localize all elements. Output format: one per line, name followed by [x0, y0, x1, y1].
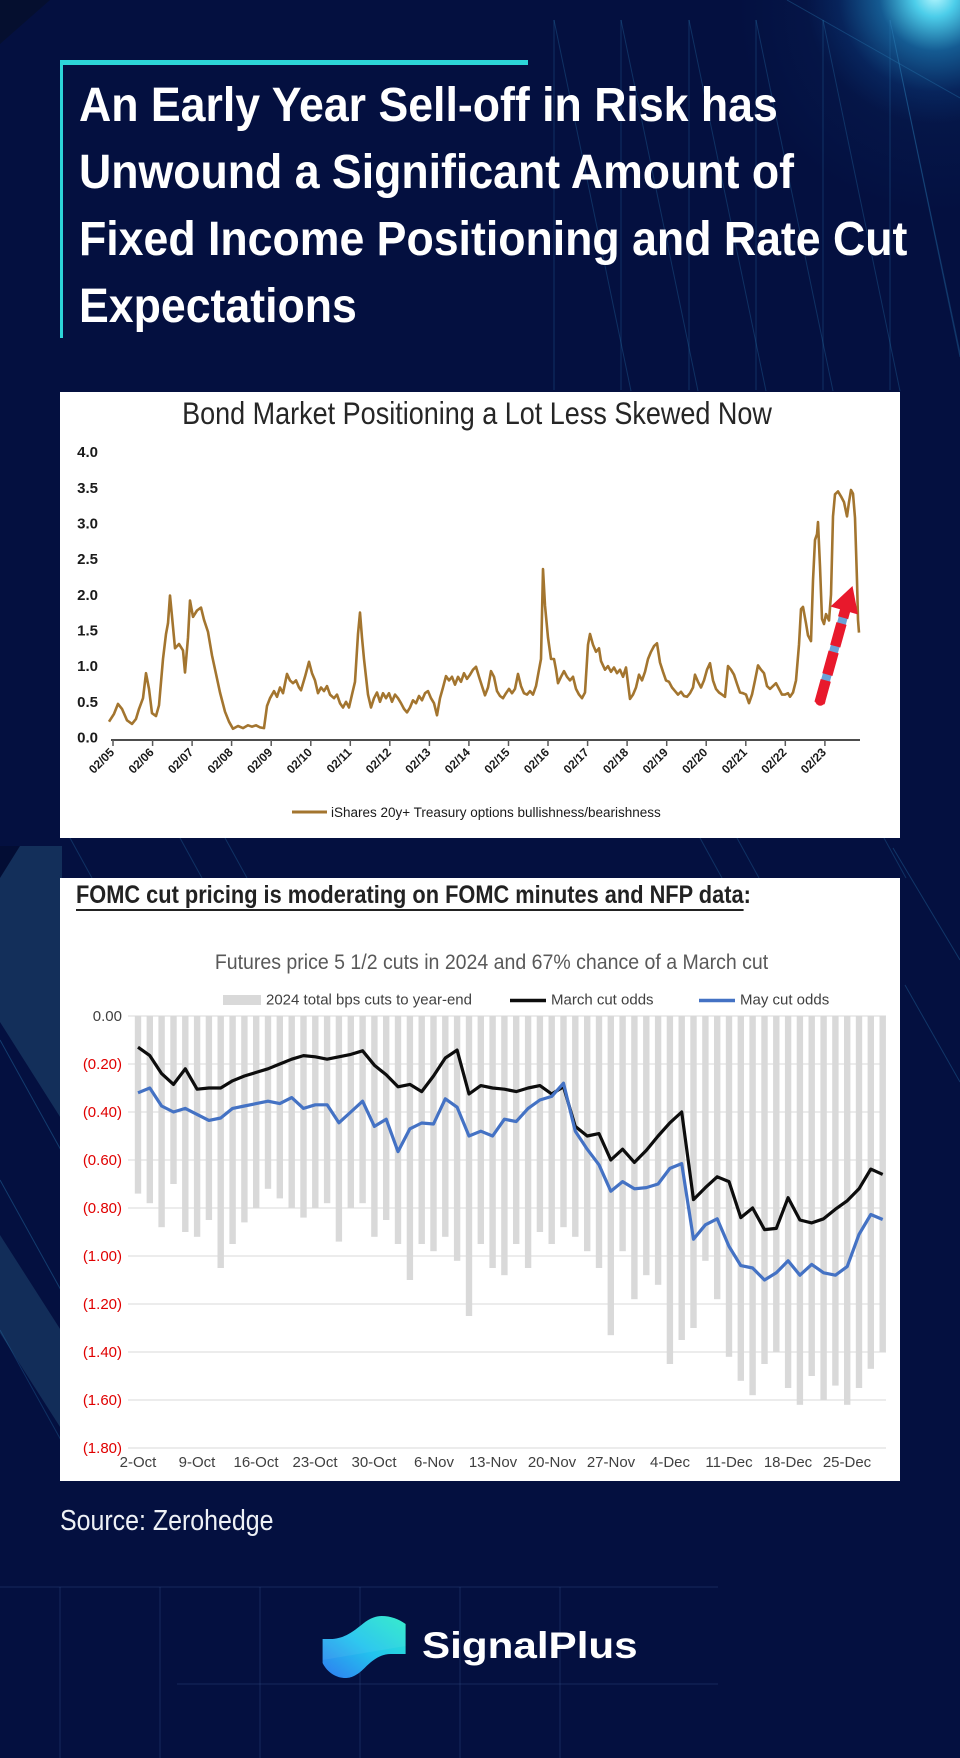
svg-text:02/13: 02/13 — [402, 745, 433, 776]
svg-text:(1.80): (1.80) — [83, 1440, 122, 1457]
svg-text:0.00: 0.00 — [93, 1008, 122, 1025]
svg-text:0.0: 0.0 — [77, 729, 98, 746]
svg-text:02/15: 02/15 — [481, 745, 512, 776]
svg-text:(1.20): (1.20) — [83, 1296, 122, 1313]
svg-text:02/10: 02/10 — [284, 745, 315, 776]
svg-text:2.0: 2.0 — [77, 587, 98, 604]
svg-text:(0.60): (0.60) — [83, 1152, 122, 1169]
svg-text:4.0: 4.0 — [77, 444, 98, 461]
svg-text:20-Nov: 20-Nov — [528, 1454, 577, 1471]
svg-text:02/16: 02/16 — [521, 745, 552, 776]
svg-text:13-Nov: 13-Nov — [469, 1454, 518, 1471]
svg-text:02/06: 02/06 — [126, 745, 157, 776]
svg-text:02/12: 02/12 — [363, 745, 394, 776]
svg-text:16-Oct: 16-Oct — [233, 1454, 279, 1471]
svg-text:2024 total bps cuts to year-en: 2024 total bps cuts to year-end — [266, 992, 472, 1009]
svg-text:02/14: 02/14 — [442, 745, 473, 776]
svg-text:May cut odds: May cut odds — [740, 992, 829, 1009]
svg-text:23-Oct: 23-Oct — [292, 1454, 338, 1471]
svg-text:4-Dec: 4-Dec — [650, 1454, 691, 1471]
svg-text:02/17: 02/17 — [561, 745, 592, 776]
svg-text:3.0: 3.0 — [77, 516, 98, 533]
svg-text:30-Oct: 30-Oct — [351, 1454, 397, 1471]
svg-text:02/07: 02/07 — [165, 745, 196, 776]
svg-text:25-Dec: 25-Dec — [823, 1454, 872, 1471]
svg-text:(1.00): (1.00) — [83, 1248, 122, 1265]
svg-text:2.5: 2.5 — [77, 551, 98, 568]
svg-text:1.0: 1.0 — [77, 658, 98, 675]
svg-text:02/05: 02/05 — [86, 745, 117, 776]
svg-text:iShares 20y+ Treasury options: iShares 20y+ Treasury options bullishnes… — [331, 805, 661, 820]
svg-text:02/08: 02/08 — [205, 745, 236, 776]
svg-text:3.5: 3.5 — [77, 480, 98, 497]
svg-text:(0.20): (0.20) — [83, 1056, 122, 1073]
svg-text:1.5: 1.5 — [77, 623, 98, 640]
svg-text:27-Nov: 27-Nov — [587, 1454, 636, 1471]
svg-text:02/18: 02/18 — [600, 745, 631, 776]
svg-text:02/21: 02/21 — [719, 745, 750, 776]
svg-text:02/09: 02/09 — [244, 745, 275, 776]
svg-text:02/11: 02/11 — [324, 745, 355, 776]
svg-text:(0.80): (0.80) — [83, 1200, 122, 1217]
svg-text:18-Dec: 18-Dec — [764, 1454, 813, 1471]
svg-text:9-Oct: 9-Oct — [179, 1454, 217, 1471]
svg-text:6-Nov: 6-Nov — [414, 1454, 455, 1471]
svg-text:March cut odds: March cut odds — [551, 992, 654, 1009]
svg-text:(0.40): (0.40) — [83, 1104, 122, 1121]
svg-text:02/22: 02/22 — [758, 745, 789, 776]
svg-text:02/23: 02/23 — [798, 745, 829, 776]
svg-text:11-Dec: 11-Dec — [705, 1454, 753, 1471]
svg-text:(1.40): (1.40) — [83, 1344, 122, 1361]
svg-text:0.5: 0.5 — [77, 694, 98, 711]
svg-text:2-Oct: 2-Oct — [120, 1454, 158, 1471]
svg-text:02/20: 02/20 — [679, 745, 710, 776]
svg-text:02/19: 02/19 — [640, 745, 671, 776]
svg-text:(1.60): (1.60) — [83, 1392, 122, 1409]
